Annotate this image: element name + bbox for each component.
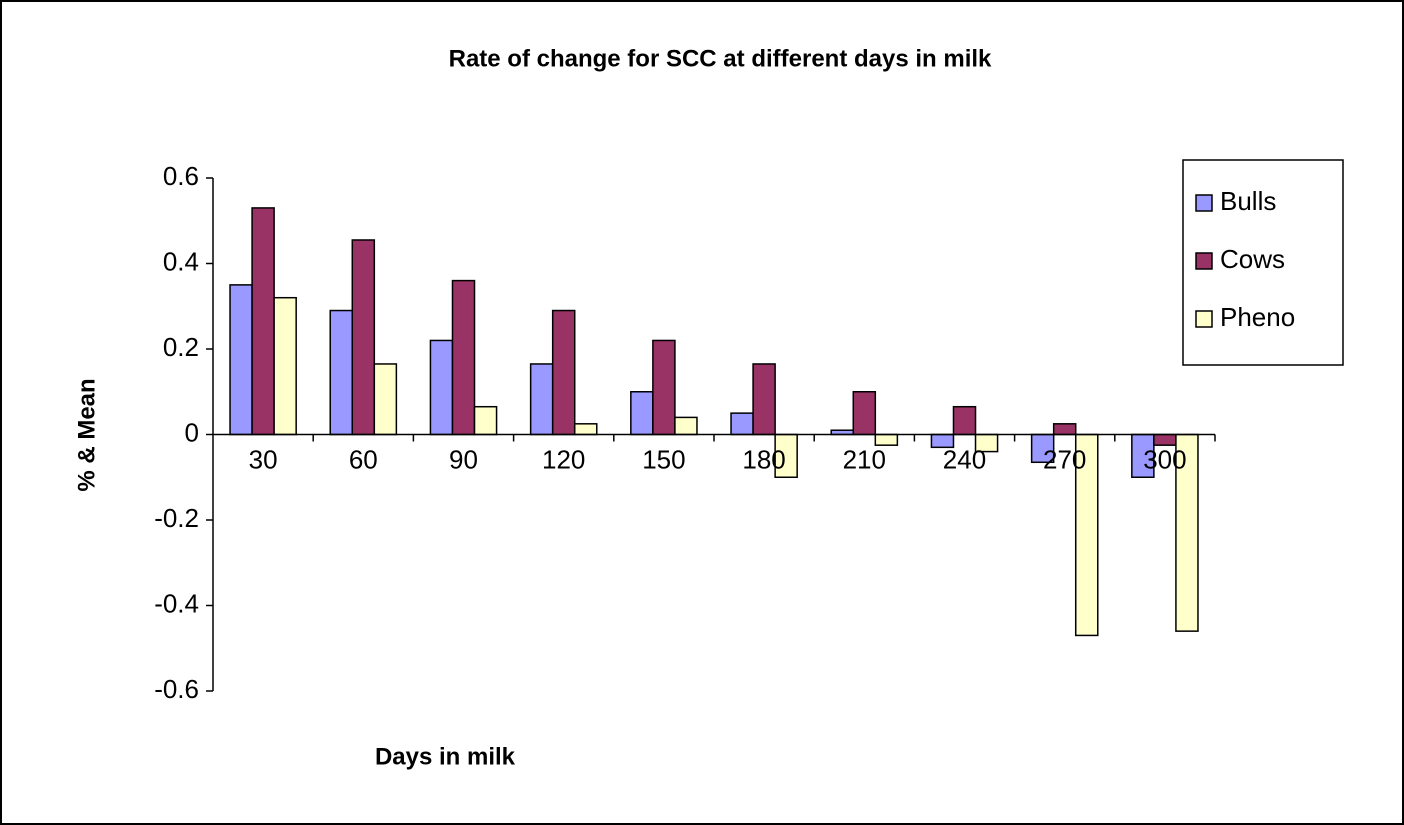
y-tick-label: -0.4 xyxy=(154,588,199,618)
bar xyxy=(529,363,554,436)
bar xyxy=(674,416,698,436)
x-tick-label: 60 xyxy=(349,444,378,474)
bar xyxy=(1052,423,1077,436)
y-tick-label: 0 xyxy=(185,417,199,447)
bar xyxy=(473,405,498,436)
x-tick-label: 300 xyxy=(1143,444,1186,474)
legend-label: Pheno xyxy=(1220,302,1295,332)
bar xyxy=(852,391,877,436)
x-tick-label: 240 xyxy=(943,444,986,474)
bar xyxy=(752,363,776,436)
legend-swatch xyxy=(1195,194,1213,212)
bar xyxy=(652,339,676,436)
bar xyxy=(451,279,476,436)
y-tick-label: -0.2 xyxy=(154,503,199,533)
bar xyxy=(373,363,398,436)
bar xyxy=(952,405,977,436)
x-tick-label: 210 xyxy=(843,444,886,474)
x-tick-label: 30 xyxy=(249,444,278,474)
y-tick-label: 0.2 xyxy=(163,332,199,362)
bar xyxy=(630,391,654,436)
bar xyxy=(329,309,354,436)
x-tick-label: 150 xyxy=(642,444,685,474)
y-tick-label: -0.6 xyxy=(154,674,199,704)
x-tick-label: 120 xyxy=(542,444,585,474)
chart-title: Rate of change for SCC at different days… xyxy=(449,45,992,72)
bar xyxy=(573,423,598,436)
y-axis-title: % & Mean xyxy=(73,378,100,491)
bar xyxy=(351,239,376,436)
bar xyxy=(273,296,297,436)
x-tick-label: 180 xyxy=(742,444,785,474)
x-tick-label: 90 xyxy=(449,444,478,474)
bar xyxy=(251,207,275,436)
bar xyxy=(429,339,454,436)
bar xyxy=(229,284,253,436)
legend-label: Cows xyxy=(1220,244,1285,274)
y-tick-label: 0.4 xyxy=(163,246,199,276)
legend-swatch xyxy=(1195,252,1213,270)
x-tick-label: 270 xyxy=(1043,444,1086,474)
bar xyxy=(551,309,576,436)
x-axis-title: Days in milk xyxy=(375,743,516,770)
bar xyxy=(730,412,754,436)
y-tick-label: 0.6 xyxy=(163,161,199,191)
legend-swatch xyxy=(1195,310,1213,328)
legend-label: Bulls xyxy=(1220,186,1276,216)
